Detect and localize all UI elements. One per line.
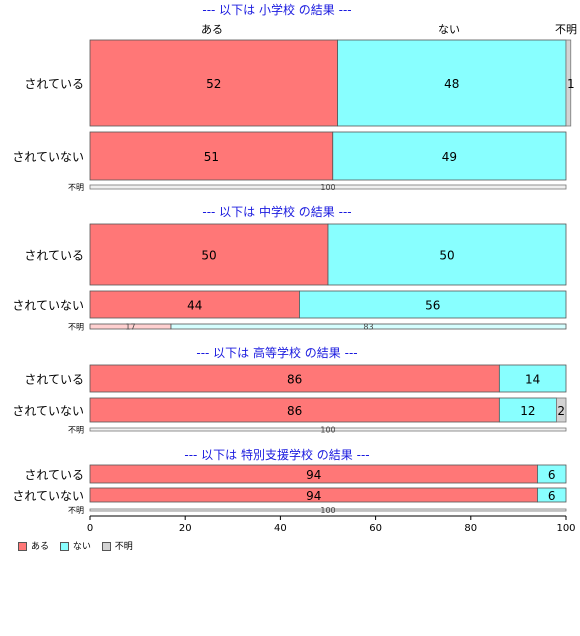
row-label-3-1: されていない — [12, 489, 84, 503]
legend-swatch-fumei — [101, 542, 111, 551]
bar-2-0-aru — [89, 364, 500, 393]
x-tick-label-4: 80 — [464, 523, 477, 534]
data-label-2-1-fumei: 2 — [557, 404, 565, 418]
row-label-3-0: されている — [24, 468, 84, 482]
data-label-0-0-aru: 52 — [206, 77, 221, 91]
row-label-0-0: されている — [24, 77, 84, 91]
row-label-2-1: されていない — [12, 404, 84, 418]
bar-0-0-nai — [337, 39, 567, 127]
data-label-1-1-nai: 56 — [425, 299, 440, 313]
data-label-3-2-fumei: 100 — [320, 506, 335, 515]
bar-1-1-aru — [89, 290, 300, 319]
top-category-label-nai: ない — [438, 23, 460, 36]
bar-0-2-fumei — [89, 184, 567, 190]
data-label-3-1-aru: 94 — [306, 489, 321, 503]
panel-title-1: --- 以下は 中学校 の結果 --- — [202, 204, 351, 219]
row-label-0-1: されていない — [12, 150, 84, 164]
legend-item-nai: ない — [59, 539, 91, 552]
data-label-1-0-aru: 50 — [201, 249, 216, 263]
panel-title-3: --- 以下は 特別支援学校 の結果 --- — [184, 447, 369, 462]
bar-0-1-nai — [332, 131, 567, 181]
data-label-1-0-nai: 50 — [439, 249, 454, 263]
bar-0-0-aru — [89, 39, 338, 127]
bar-1-0-aru — [89, 223, 329, 286]
bar-1-1-nai — [299, 290, 567, 319]
data-label-1-1-aru: 44 — [187, 299, 202, 313]
data-label-3-0-aru: 94 — [306, 468, 321, 482]
bar-3-2-fumei — [89, 508, 567, 512]
row-label-3-2: 不明 — [68, 506, 84, 515]
data-label-2-1-aru: 86 — [287, 404, 302, 418]
data-label-2-0-nai: 14 — [525, 373, 540, 387]
data-label-3-1-nai: 6 — [548, 489, 556, 503]
bar-2-2-fumei — [89, 427, 567, 432]
bar-2-1-fumei — [556, 397, 567, 423]
data-label-0-0-nai: 48 — [444, 77, 459, 91]
row-label-0-2: 不明 — [68, 183, 84, 192]
data-label-3-0-nai: 6 — [548, 468, 556, 482]
legend-label-fumei: 不明 — [114, 542, 133, 552]
data-label-2-1-nai: 12 — [520, 404, 535, 418]
legend-swatch-nai — [59, 542, 69, 551]
panel-title-2: --- 以下は 高等学校 の結果 --- — [196, 345, 357, 360]
bar-0-1-aru — [89, 131, 334, 181]
legend-item-fumei: 不明 — [101, 539, 133, 552]
bar-2-0-nai — [498, 364, 567, 393]
data-label-0-1-aru: 51 — [204, 150, 219, 164]
data-label-0-0-fumei: 1 — [567, 77, 575, 91]
top-category-label-fumei: 不明 — [555, 23, 577, 36]
bar-1-2-nai — [170, 323, 567, 330]
row-label-2-0: されている — [24, 373, 84, 387]
data-label-2-0-aru: 86 — [287, 373, 302, 387]
x-tick-label-0: 0 — [87, 523, 93, 534]
bar-2-1-aru — [89, 397, 500, 423]
panel-title-0: --- 以下は 小学校 の結果 --- — [202, 2, 351, 17]
bar-3-0-nai — [537, 464, 567, 484]
row-label-2-2: 不明 — [68, 426, 84, 435]
top-category-label-aru: ある — [201, 23, 223, 36]
row-label-1-0: されている — [24, 249, 84, 263]
data-label-0-1-nai: 49 — [442, 150, 457, 164]
legend: ある ない 不明 — [18, 539, 141, 552]
legend-item-aru: ある — [18, 539, 49, 552]
x-tick-label-1: 20 — [179, 523, 192, 534]
row-label-1-1: されていない — [12, 299, 84, 313]
data-label-1-2-aru: 17 — [125, 323, 135, 332]
legend-label-aru: ある — [31, 542, 50, 552]
data-label-0-2-fumei: 100 — [320, 183, 335, 192]
bar-0-0-fumei — [565, 39, 572, 127]
row-label-1-2: 不明 — [68, 323, 84, 332]
x-tick-label-2: 40 — [274, 523, 287, 534]
bar-3-1-nai — [537, 487, 567, 503]
data-label-1-2-nai: 83 — [363, 323, 373, 332]
data-label-2-2-fumei: 100 — [320, 426, 335, 435]
legend-swatch-aru — [18, 542, 27, 551]
x-tick-label-3: 60 — [369, 523, 382, 534]
legend-label-nai: ない — [72, 542, 91, 552]
x-tick-label-5: 100 — [556, 523, 575, 534]
bar-1-0-nai — [327, 223, 567, 286]
